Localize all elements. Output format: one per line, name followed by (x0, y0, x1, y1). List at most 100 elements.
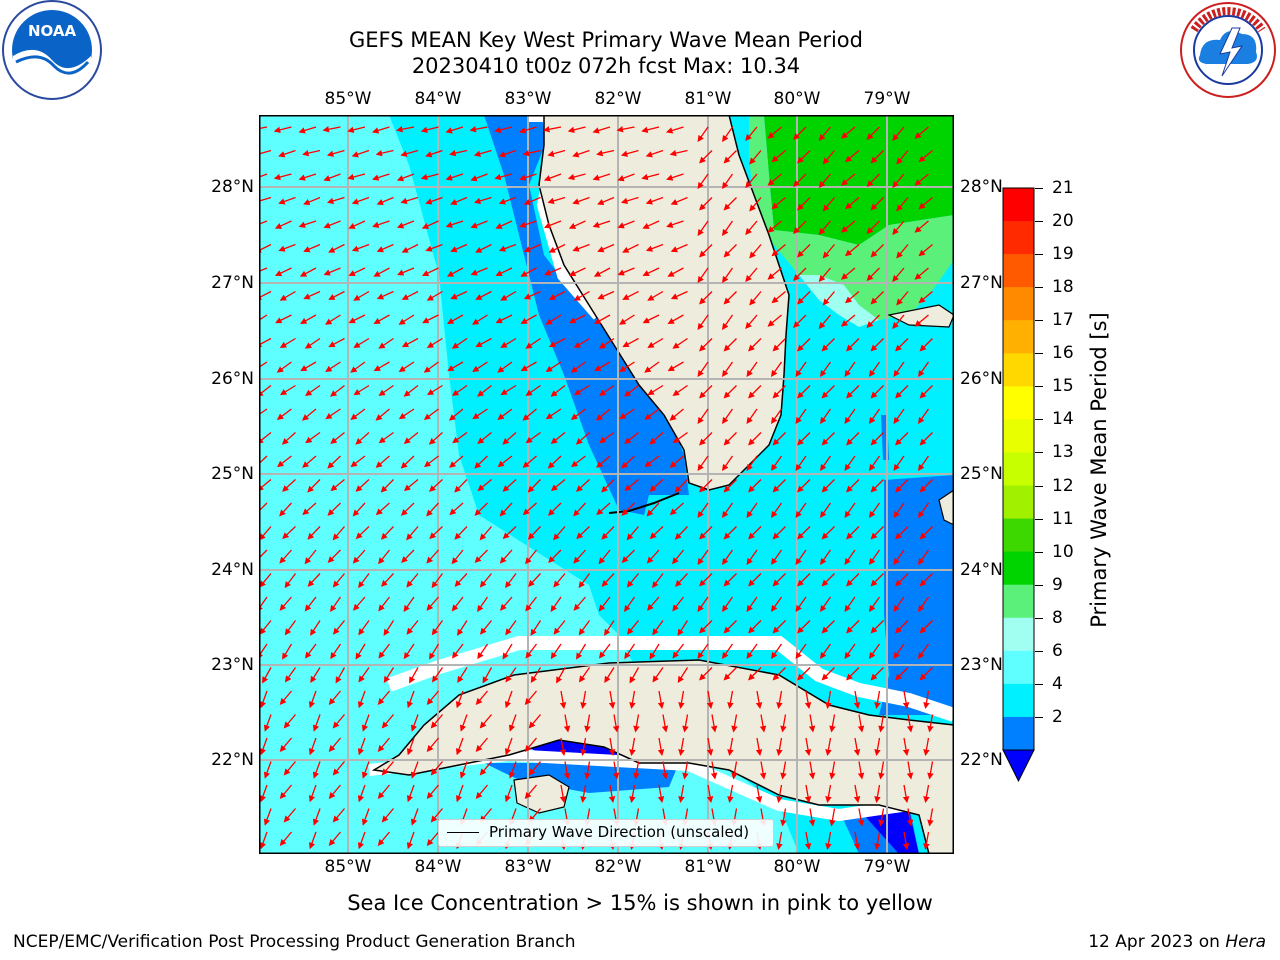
wave-arrow (499, 502, 513, 517)
wave-arrow (398, 314, 415, 325)
wave-arrow (667, 267, 684, 277)
wave-arrow (447, 314, 464, 324)
wave-arrow (378, 596, 391, 612)
wave-arrow (722, 643, 734, 659)
wave-arrow (524, 784, 537, 800)
wave-arrow (302, 149, 321, 157)
wave-arrow (351, 149, 370, 158)
wave-arrow (722, 314, 734, 330)
colorbar-tick-label: 14 (1052, 409, 1074, 430)
wave-arrow (470, 220, 488, 229)
wave-arrow (670, 243, 688, 253)
wave-arrow (670, 290, 688, 300)
wave-arrow (500, 290, 517, 301)
wave-arrow (749, 197, 762, 212)
wave-arrow (283, 714, 296, 729)
wave-arrow (647, 384, 664, 396)
wave-arrow (259, 502, 268, 516)
wave-arrow (821, 620, 835, 634)
wave-arrow (553, 620, 566, 635)
wave-arrow (332, 761, 345, 776)
wave-arrow (793, 126, 807, 140)
wave-arrow (846, 479, 860, 493)
wave-arrow (259, 196, 272, 205)
colorbar-tick-mark (1035, 551, 1043, 553)
colorbar-swatch (1003, 320, 1034, 354)
wave-arrow (722, 549, 734, 565)
wave-arrow (455, 737, 464, 756)
date-text: 12 Apr 2023 on (1088, 932, 1226, 952)
wave-arrow (599, 384, 615, 396)
wave-arrow (525, 643, 538, 659)
wave-arrow (543, 173, 562, 182)
wave-arrow (426, 384, 443, 396)
wave-arrow (351, 243, 370, 252)
wave-arrow (470, 267, 488, 276)
wave-arrow (298, 220, 317, 228)
wave-arrow (304, 596, 317, 612)
wave-arrow (919, 667, 933, 681)
wave-arrow (302, 502, 317, 516)
x-tick-bottom-84w: 84°W (414, 857, 462, 877)
colorbar-tick-label: 16 (1052, 343, 1074, 364)
wave-arrow (748, 620, 762, 634)
wave-arrow (797, 338, 811, 352)
wave-arrow (479, 761, 492, 776)
wave-arrow (584, 714, 591, 733)
wave-arrow (808, 761, 816, 780)
wave-arrow (335, 667, 346, 684)
wave-arrow (580, 784, 587, 804)
wave-arrow (797, 667, 811, 681)
wave-arrow (869, 455, 881, 471)
colorbar-tick-mark (1035, 419, 1043, 421)
wave-arrow (633, 761, 640, 780)
wave-arrow (259, 455, 268, 469)
wave-arrow (426, 737, 439, 753)
wave-arrow (923, 690, 930, 710)
colorbar-swatch (1003, 551, 1034, 586)
wave-arrow (840, 267, 856, 280)
wave-arrow (844, 291, 860, 304)
wave-arrow (352, 549, 366, 564)
wave-arrow (308, 831, 317, 850)
wave-arrow (279, 831, 292, 847)
wave-arrow (498, 149, 517, 158)
wave-arrow (748, 338, 762, 352)
wave-arrow (430, 714, 443, 729)
wave-arrow (498, 196, 517, 205)
wave-arrow (500, 337, 517, 348)
wave-arrow (259, 690, 268, 709)
x-tick-top-81w: 81°W (684, 89, 732, 109)
wave-arrow (869, 596, 881, 612)
wave-arrow (657, 737, 665, 757)
wave-arrow (450, 243, 468, 253)
wave-arrow (647, 290, 664, 301)
wave-arrow (353, 290, 370, 301)
wave-arrow (426, 549, 439, 564)
wave-arrow (893, 596, 905, 612)
wave-arrow (644, 408, 660, 420)
wave-arrow (494, 173, 513, 181)
wave-arrow (376, 290, 394, 300)
wave-arrow (452, 384, 468, 396)
wave-arrow (279, 337, 296, 348)
wave-arrow (523, 196, 541, 206)
wave-arrow (351, 196, 370, 205)
wave-arrow (522, 149, 541, 157)
wave-arrow (620, 196, 639, 205)
wave-arrow (469, 126, 488, 133)
wave-arrow (371, 126, 390, 134)
wave-arrow (710, 714, 718, 733)
colorbar-tick-label: 4 (1052, 673, 1063, 694)
wave-arrow (347, 173, 366, 181)
wave-arrow (647, 337, 664, 348)
wave-arrow (406, 737, 415, 756)
wave-arrow (307, 526, 321, 540)
wave-arrow (866, 314, 880, 328)
wave-arrow (821, 432, 835, 446)
wave-arrow (278, 243, 296, 252)
wave-arrow (870, 244, 884, 258)
wave-arrow (401, 290, 419, 300)
wave-arrow (259, 737, 268, 756)
colorbar-tick-label: 11 (1052, 508, 1074, 529)
